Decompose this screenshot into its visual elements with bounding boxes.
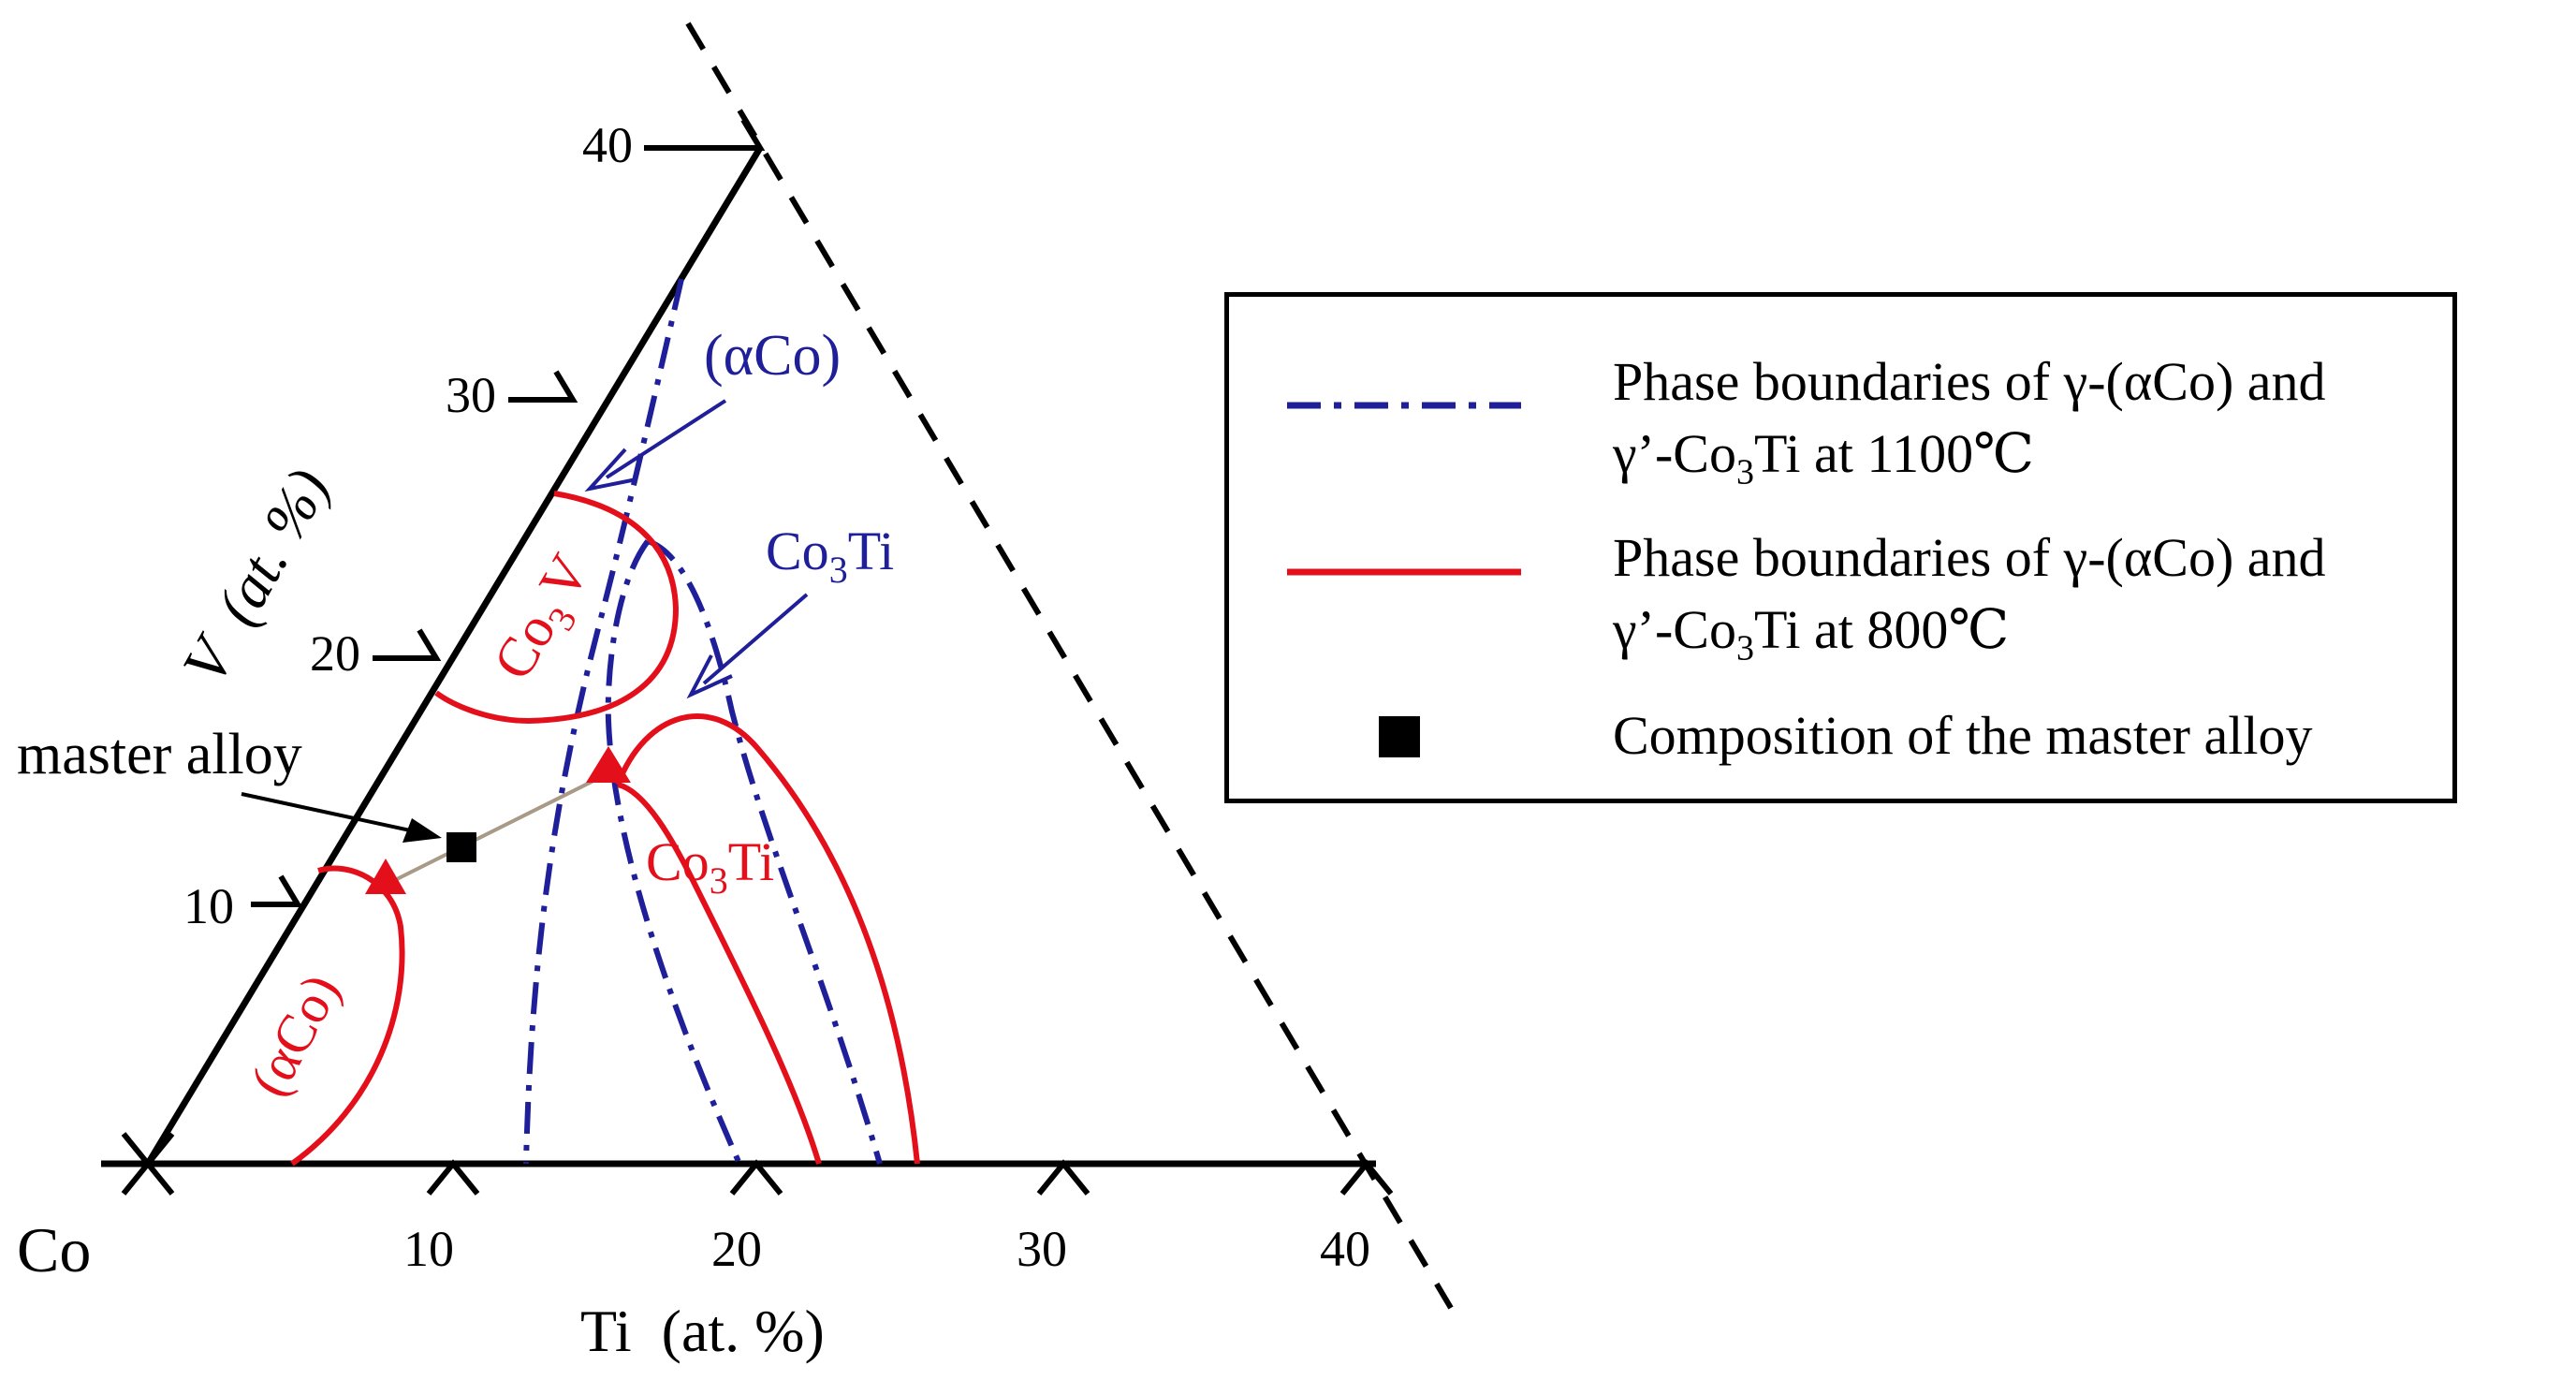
master-alloy-marker <box>446 832 476 862</box>
red-co3ti-label: Co3Ti <box>646 831 774 902</box>
master-alloy-arrow-shaft <box>241 792 424 835</box>
left-tick-marks <box>251 118 766 907</box>
red-co3ti-boundary <box>617 782 822 1165</box>
bottom-tick-marks <box>121 1132 1394 1196</box>
blue-co3ti-left-boundary <box>605 539 742 1166</box>
bottom-tick-label: 40 <box>1320 1221 1370 1277</box>
blue-alpha-co-label: (αCo) <box>704 324 841 388</box>
tie-line <box>385 771 609 887</box>
blue-alpha-co-boundary <box>523 278 684 1165</box>
blue-co3ti-right-boundary <box>646 538 883 1165</box>
blue-co3ti-arrow-head <box>686 654 733 699</box>
corner-label-co: Co <box>17 1214 91 1285</box>
left-axis <box>145 146 763 1166</box>
legend: Phase boundaries of γ-(αCo) and γ’-Co3Ti… <box>1224 292 2457 803</box>
red-co3v-boundary <box>434 491 680 725</box>
legend-line2: γ’-Co3Ti at 1100℃ <box>1613 423 2035 492</box>
boundaries-1100C <box>523 278 883 1166</box>
legend-swatch-dash-dot <box>1287 402 1521 409</box>
master-alloy-label: master alloy <box>17 723 302 786</box>
master-alloy-arrow-head <box>402 818 442 843</box>
bottom-axis-label: Ti (at. %) <box>580 1298 825 1364</box>
legend-swatch-square <box>1379 716 1420 757</box>
left-tick-label: 10 <box>183 878 234 934</box>
legend-line2: γ’-Co3Ti at 800℃ <box>1613 599 2010 668</box>
legend-text-master-alloy: Composition of the master alloy <box>1613 705 2313 766</box>
blue-alpha-co-arrow-shaft <box>605 399 727 479</box>
legend-line1: Phase boundaries of γ-(αCo) and <box>1613 351 2326 412</box>
bottom-tick-label: 30 <box>1017 1221 1067 1277</box>
left-tick-label: 40 <box>582 117 633 173</box>
bottom-tick-label: 20 <box>711 1221 762 1277</box>
legend-line1: Phase boundaries of γ-(αCo) and <box>1613 527 2326 588</box>
blue-co3ti-arrow-shaft <box>702 593 809 685</box>
legend-text-800: Phase boundaries of γ-(αCo) and γ’-Co3Ti… <box>1613 521 2326 672</box>
left-tick-label: 30 <box>446 367 496 423</box>
red-co3ti-boundary-outer <box>615 713 920 1165</box>
red-triangle-marker <box>365 859 406 894</box>
red-triangle-marker <box>586 746 631 783</box>
blue-alpha-co-text: (αCo) <box>704 324 841 388</box>
legend-swatch-solid <box>1287 568 1521 576</box>
boundaries-800C <box>290 491 920 1167</box>
left-axis-unit: (at. %) <box>203 458 342 636</box>
legend-text-1100: Phase boundaries of γ-(αCo) and γ’-Co3Ti… <box>1613 345 2326 496</box>
blue-co3ti-label: Co3Ti <box>766 521 894 591</box>
left-axis-symbol: V <box>169 624 251 695</box>
red-alpha-co-boundary <box>290 865 405 1167</box>
blue-alpha-co-arrow-head <box>584 448 637 492</box>
left-tick-label: 20 <box>310 625 360 682</box>
bottom-tick-label: 10 <box>403 1221 454 1277</box>
